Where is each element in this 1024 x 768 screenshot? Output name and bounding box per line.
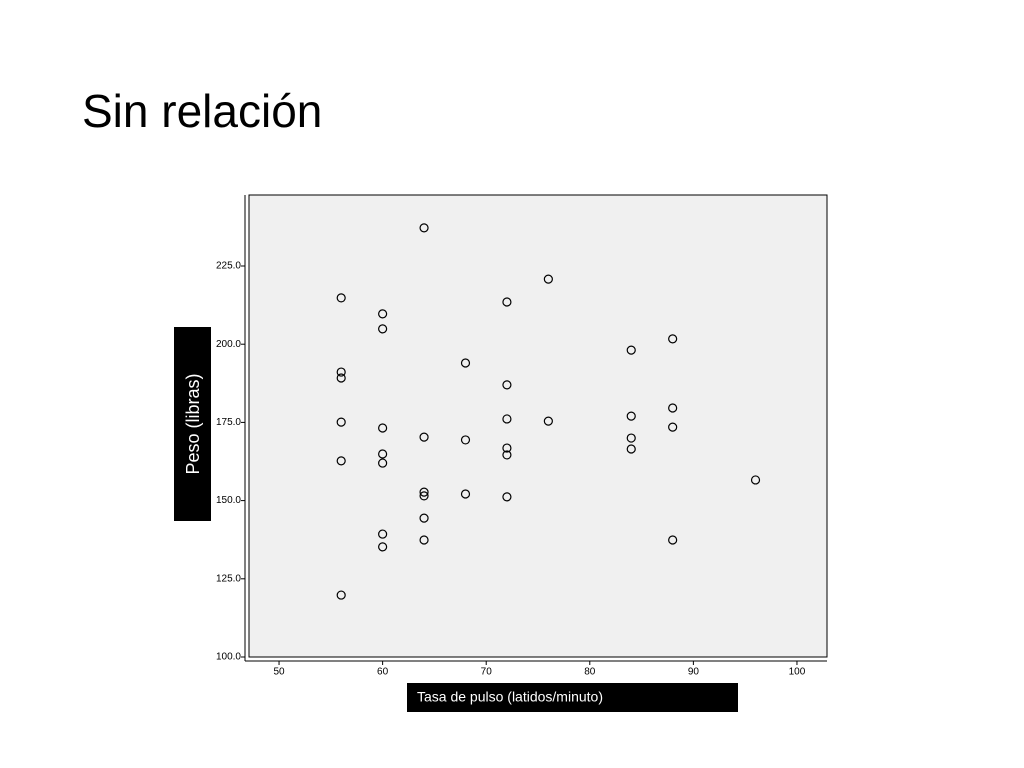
- point: [626, 411, 636, 421]
- point: [419, 487, 429, 497]
- point: [460, 358, 471, 368]
- point: [502, 443, 512, 453]
- point: [626, 444, 636, 454]
- point: [336, 367, 346, 377]
- point: [543, 416, 553, 426]
- point: [419, 535, 429, 545]
- x-tick-label: 50: [273, 667, 285, 678]
- point: [378, 423, 388, 433]
- point: [460, 435, 471, 445]
- point: [336, 293, 346, 303]
- point: [378, 324, 388, 334]
- point: [460, 489, 471, 499]
- x-tick-label: 60: [377, 667, 389, 678]
- y-axis-label: Peso (libras): [183, 373, 203, 474]
- slide-title: Sin relación: [82, 85, 322, 137]
- point: [626, 433, 636, 443]
- point: [668, 334, 678, 344]
- point: [378, 542, 388, 552]
- y-tick-label: 200.0: [216, 339, 241, 350]
- y-label-box: [174, 327, 211, 521]
- point: [336, 590, 346, 600]
- point: [543, 274, 553, 284]
- x-axis-label: Tasa de pulso (latidos/minuto): [417, 689, 603, 705]
- point: [502, 450, 512, 460]
- point: [378, 458, 388, 468]
- x-tick-label: 80: [584, 667, 596, 678]
- point: [419, 491, 429, 501]
- point: [419, 432, 429, 442]
- x-tick-label: 70: [481, 667, 493, 678]
- point: [668, 535, 678, 545]
- y-tick-label: 175.0: [216, 417, 241, 428]
- point: [336, 373, 346, 383]
- y-tick-label: 150.0: [216, 495, 241, 506]
- point: [336, 417, 346, 427]
- y-tick-label: 100.0: [216, 652, 241, 663]
- point: [668, 403, 678, 413]
- point: [502, 380, 512, 390]
- point: [419, 223, 429, 233]
- point: [419, 513, 429, 523]
- point: [668, 422, 678, 432]
- plot-area: [248, 194, 828, 658]
- x-label-box: [407, 683, 738, 712]
- y-tick-label: 125.0: [216, 573, 241, 584]
- point: [336, 456, 346, 466]
- x-tick-label: 100: [789, 667, 806, 678]
- point: [502, 414, 512, 424]
- point: [378, 529, 388, 539]
- x-tick-label: 90: [688, 667, 700, 678]
- point: [378, 309, 388, 319]
- point: [626, 345, 636, 355]
- point: [502, 492, 512, 502]
- point: [750, 475, 761, 485]
- point: [502, 297, 512, 307]
- y-tick-label: 225.0: [216, 261, 241, 272]
- point: [378, 449, 388, 459]
